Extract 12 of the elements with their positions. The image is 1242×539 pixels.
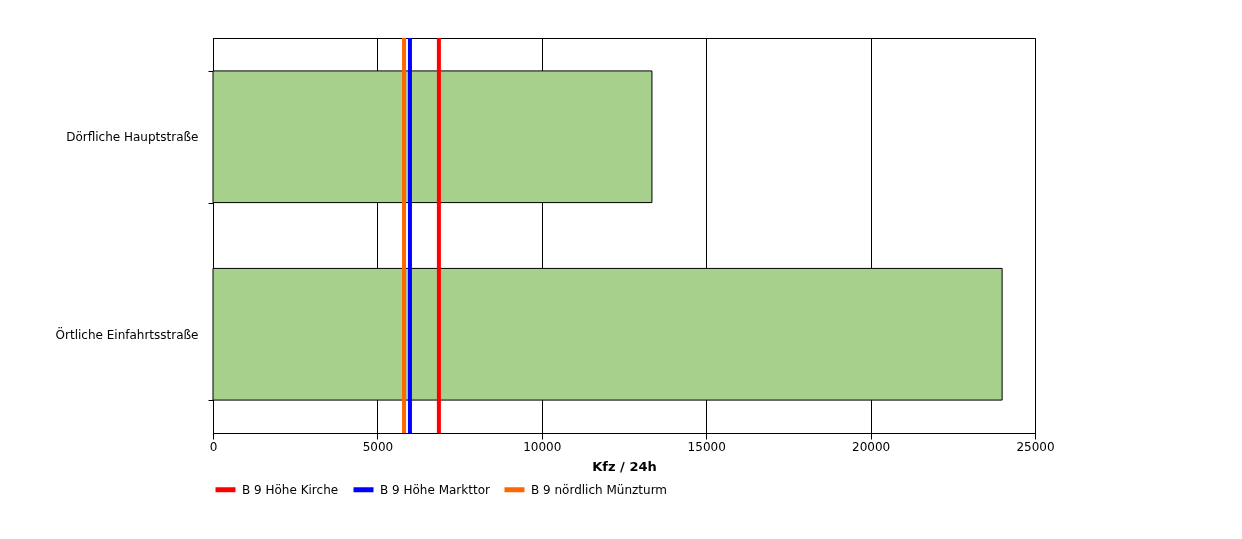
legend-label: B 9 nördlich Münzturm xyxy=(531,482,668,497)
y-tick-label: Dörfliche Hauptstraße xyxy=(66,130,199,145)
x-axis-title: Kfz / 24h xyxy=(592,458,657,474)
x-tick-label: 5000 xyxy=(362,439,394,454)
x-tick-label: 20000 xyxy=(852,439,891,454)
y-tick-label: Örtliche Einfahrtsstraße xyxy=(55,325,199,342)
x-tick-label: 25000 xyxy=(1016,439,1055,454)
legend-label: B 9 Höhe Markttor xyxy=(380,482,491,497)
x-tick-label: 15000 xyxy=(687,439,726,454)
x-tick-label: 10000 xyxy=(523,439,562,454)
legend-label: B 9 Höhe Kirche xyxy=(242,482,339,497)
x-tick-label: 0 xyxy=(209,439,218,454)
